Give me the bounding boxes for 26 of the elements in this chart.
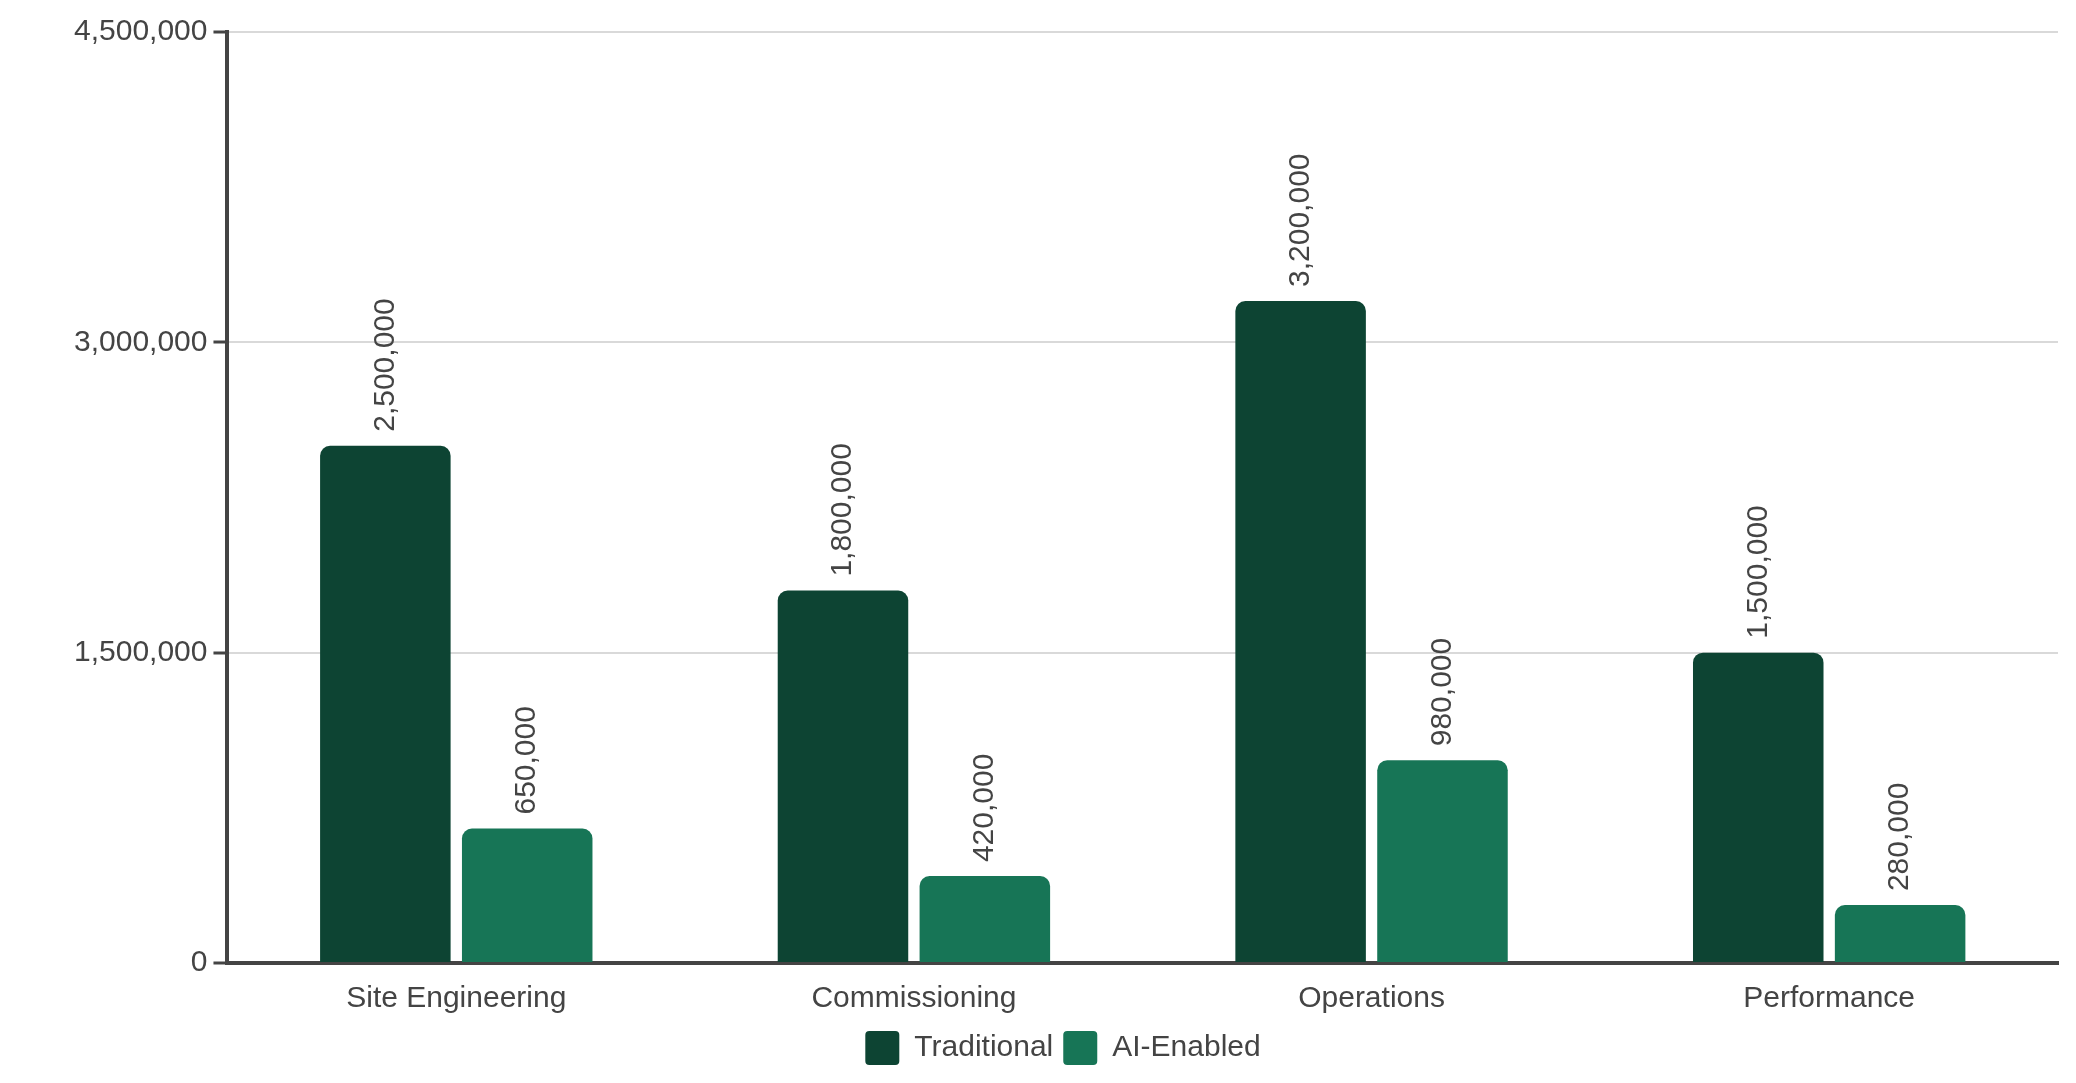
bar: [919, 876, 1051, 962]
x-tick-label: Operations: [1298, 980, 1445, 1014]
bar: [1377, 760, 1508, 962]
data-label: 1,800,000: [824, 443, 858, 577]
y-tick-label: 4,500,000: [73, 13, 208, 47]
data-label: 650,000: [508, 706, 542, 815]
bar: [1692, 652, 1824, 962]
legend-label: AI-Enabled: [1112, 1029, 1261, 1063]
data-label: 980,000: [1423, 637, 1457, 747]
y-tick-label: 3,000,000: [73, 323, 208, 357]
data-label: 1,500,000: [1739, 505, 1773, 639]
bar: [1834, 905, 1966, 962]
data-label: 280,000: [1881, 782, 1915, 892]
y-tick-label: 0: [190, 944, 208, 978]
bar: [1235, 300, 1366, 962]
legend-label: Traditional: [914, 1029, 1054, 1063]
x-tick-label: Commissioning: [811, 980, 1017, 1014]
data-label: 2,500,000: [366, 298, 400, 432]
bar: [461, 828, 593, 962]
data-label: 3,200,000: [1281, 153, 1315, 287]
data-label: 420,000: [966, 753, 1000, 863]
y-tick-label: 1,500,000: [73, 633, 208, 667]
x-tick-label: Site Engineering: [346, 980, 567, 1014]
x-tick-label: Performance: [1743, 980, 1916, 1014]
bar: [320, 445, 451, 962]
bar: [777, 590, 909, 962]
